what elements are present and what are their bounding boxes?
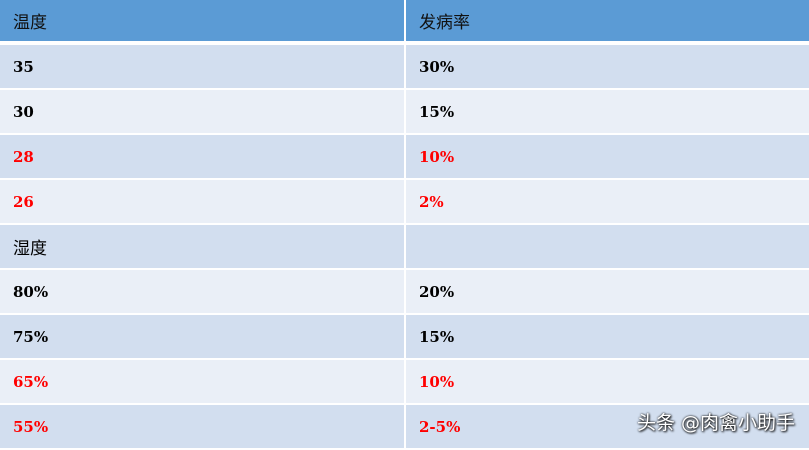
table-row: 26 2% bbox=[0, 179, 809, 225]
cell: 2-5% bbox=[405, 404, 809, 450]
table-row: 30 15% bbox=[0, 89, 809, 135]
cell: 35 bbox=[0, 43, 406, 90]
cell: 65% bbox=[0, 359, 406, 405]
cell: 10% bbox=[405, 359, 809, 405]
cell bbox=[405, 224, 809, 270]
table-row: 75% 15% bbox=[0, 314, 809, 360]
cell: 湿度 bbox=[0, 224, 406, 270]
cell: 15% bbox=[405, 314, 809, 360]
table-header-row: 温度 发病率 bbox=[0, 0, 809, 45]
cell: 28 bbox=[0, 134, 406, 180]
cell: 15% bbox=[405, 89, 809, 135]
table-row: 65% 10% bbox=[0, 359, 809, 405]
cell: 30% bbox=[405, 43, 809, 90]
table-row: 35 30% bbox=[0, 43, 809, 90]
header-incidence: 发病率 bbox=[405, 0, 809, 45]
cell: 80% bbox=[0, 269, 406, 315]
table-row: 28 10% bbox=[0, 134, 809, 180]
table-row-section-humidity: 湿度 bbox=[0, 224, 809, 270]
cell: 26 bbox=[0, 179, 406, 225]
cell: 2% bbox=[405, 179, 809, 225]
header-temperature: 温度 bbox=[0, 0, 406, 45]
cell: 75% bbox=[0, 314, 406, 360]
table-row: 55% 2-5% bbox=[0, 404, 809, 450]
cell: 10% bbox=[405, 134, 809, 180]
cell: 20% bbox=[405, 269, 809, 315]
table-row: 80% 20% bbox=[0, 269, 809, 315]
cell: 30 bbox=[0, 89, 406, 135]
watermark: 头条 @肉禽小助手 bbox=[636, 412, 795, 434]
cell: 55% bbox=[0, 404, 406, 450]
